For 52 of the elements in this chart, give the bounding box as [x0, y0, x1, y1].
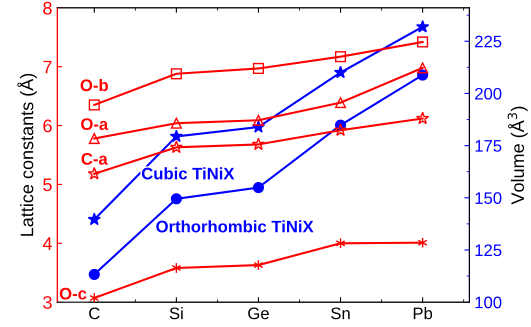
point: [88, 268, 100, 280]
point: [171, 262, 182, 274]
y2-tick-label: 200: [475, 88, 502, 100]
series-label: O-a: [81, 118, 108, 130]
point: [88, 212, 101, 226]
point: [88, 132, 100, 144]
point: [418, 237, 428, 248]
point: [334, 97, 346, 108]
point: [334, 51, 346, 62]
point: [89, 292, 100, 302]
y2-tick-label: 175: [476, 140, 502, 152]
point: [170, 129, 184, 142]
y-tick-label: 4: [42, 237, 52, 250]
point: [170, 193, 182, 204]
y-axis-title: Lattice constants (Å): [17, 74, 37, 236]
y2-tick-label: 225: [475, 36, 502, 48]
point: [170, 118, 182, 129]
series-label: Cubic TiNiX: [142, 167, 234, 180]
point: [170, 140, 184, 154]
x-tick-label: Si: [170, 307, 183, 320]
y-tick-label: 5: [43, 178, 52, 192]
point: [252, 114, 264, 126]
x-tick-label: Pb: [414, 307, 432, 320]
point: [334, 123, 348, 136]
point: [254, 260, 264, 271]
y2-tick-label: 100: [476, 296, 502, 308]
point: [336, 238, 346, 249]
point: [170, 68, 182, 80]
point: [88, 166, 101, 180]
point: [416, 112, 430, 124]
x-tick-label: Ge: [248, 307, 269, 320]
y2-tick-label: 150: [476, 192, 502, 204]
y-tick-label: 7: [43, 60, 52, 74]
point: [252, 137, 266, 150]
series-label: O-b: [80, 78, 108, 92]
series-label: C-a: [82, 152, 108, 165]
point: [252, 182, 264, 194]
point: [417, 36, 428, 48]
point: [416, 20, 430, 33]
y-tick-label: 6: [43, 120, 52, 132]
y-tick-label: 3: [43, 296, 52, 309]
y2-axis-title: Volume (Å$^{3}$): [508, 106, 528, 204]
y2-tick-label: 125: [476, 244, 502, 256]
series-label: O-c: [60, 288, 86, 300]
y-tick-label: 8: [43, 2, 52, 15]
point: [334, 66, 348, 78]
point: [88, 99, 100, 111]
series-label: Orthorhombic TiNiX: [156, 220, 314, 232]
x-tick-label: Sn: [331, 307, 350, 320]
x-tick-label: C: [89, 307, 100, 320]
point: [252, 62, 264, 74]
point: [417, 62, 428, 74]
